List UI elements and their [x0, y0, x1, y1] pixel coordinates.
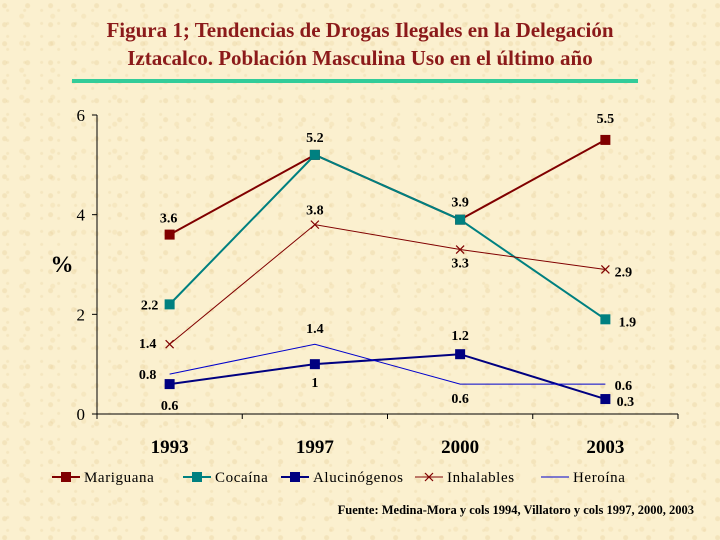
- chart-title: Figura 1; Tendencias de Drogas Ilegales …: [0, 16, 720, 72]
- data-label: 1.2: [451, 329, 469, 344]
- y-tick-label: 6: [77, 106, 86, 125]
- data-point: [309, 149, 320, 160]
- y-tick-label: 0: [77, 405, 86, 424]
- data-point: [455, 245, 465, 254]
- data-label: 1.4: [139, 337, 157, 352]
- data-label: 3.8: [306, 204, 324, 219]
- data-point: [600, 314, 611, 325]
- data-label: 1: [311, 376, 318, 391]
- legend-swatch-marker: [424, 472, 434, 482]
- source-note: Fuente: Medina-Mora y cols 1994, Villato…: [337, 503, 694, 517]
- data-point: [600, 265, 610, 274]
- data-point: [600, 394, 611, 405]
- title-underline: [72, 79, 638, 83]
- data-point: [310, 220, 320, 230]
- data-label: 2.9: [615, 265, 633, 280]
- chart-lines: [168, 139, 606, 401]
- legend-swatch-marker: [61, 472, 71, 482]
- y-axis-label: %: [51, 252, 74, 277]
- data-point: [455, 349, 466, 360]
- data-label: 3.9: [451, 196, 469, 211]
- chart-data-labels: 3.6 5.2 3.9 5.5 2.2 1.9 0.6 1 1.2 0.3 1.4 3.8 3.3 2.9…: [139, 112, 636, 414]
- data-label: 0.3: [617, 395, 635, 410]
- legend-label: Inhalables: [447, 470, 515, 486]
- data-label: 2.2: [141, 298, 159, 313]
- chart-title-line-1: Figura 1; Tendencias de Drogas Ilegales …: [106, 18, 614, 42]
- chart-title-line-2: Iztacalco. Población Masculina Uso en el…: [127, 46, 593, 70]
- series-line-4: [169, 343, 606, 385]
- data-label: 0.6: [451, 392, 469, 407]
- chart-markers: [164, 134, 611, 405]
- data-label: 3.3: [451, 257, 469, 272]
- legend-label: Mariguana: [84, 470, 154, 486]
- data-point: [600, 134, 611, 145]
- legend-swatch-marker: [192, 472, 202, 482]
- data-point: [164, 229, 175, 240]
- data-label: 5.2: [306, 131, 324, 146]
- series-line-2: [169, 353, 606, 401]
- legend-label: Cocaína: [215, 470, 268, 486]
- data-label: 3.6: [160, 212, 178, 227]
- data-label: 1.9: [619, 315, 637, 330]
- legend-swatch-marker: [290, 472, 300, 482]
- legend-label: Heroína: [573, 470, 626, 486]
- data-label: 0.8: [139, 368, 157, 383]
- chart-legend: Mariguana Cocaína Alucinógenos Inhalables He…: [52, 470, 626, 486]
- y-tick-label: 2: [77, 305, 86, 324]
- series-line-1: [168, 153, 606, 321]
- data-point: [309, 359, 320, 370]
- x-tick-label: 1993: [151, 437, 189, 458]
- legend-label: Alucinógenos: [313, 470, 404, 486]
- x-tick-label: 2003: [586, 437, 624, 458]
- x-tick-label: 1997: [296, 437, 335, 458]
- data-point: [164, 379, 175, 390]
- data-point: [165, 339, 175, 349]
- data-label: 5.5: [597, 112, 615, 127]
- x-tick-label: 2000: [441, 437, 479, 458]
- chart-axes: 0 2 4 6 1993 1997 2000 2003%: [51, 106, 679, 458]
- data-label: 1.4: [306, 322, 324, 337]
- data-point: [455, 214, 466, 225]
- series-line-3: [169, 224, 606, 345]
- y-tick-label: 4: [77, 206, 86, 225]
- data-label: 0.6: [161, 399, 179, 414]
- data-point: [164, 299, 175, 310]
- data-label: 0.6: [615, 379, 633, 394]
